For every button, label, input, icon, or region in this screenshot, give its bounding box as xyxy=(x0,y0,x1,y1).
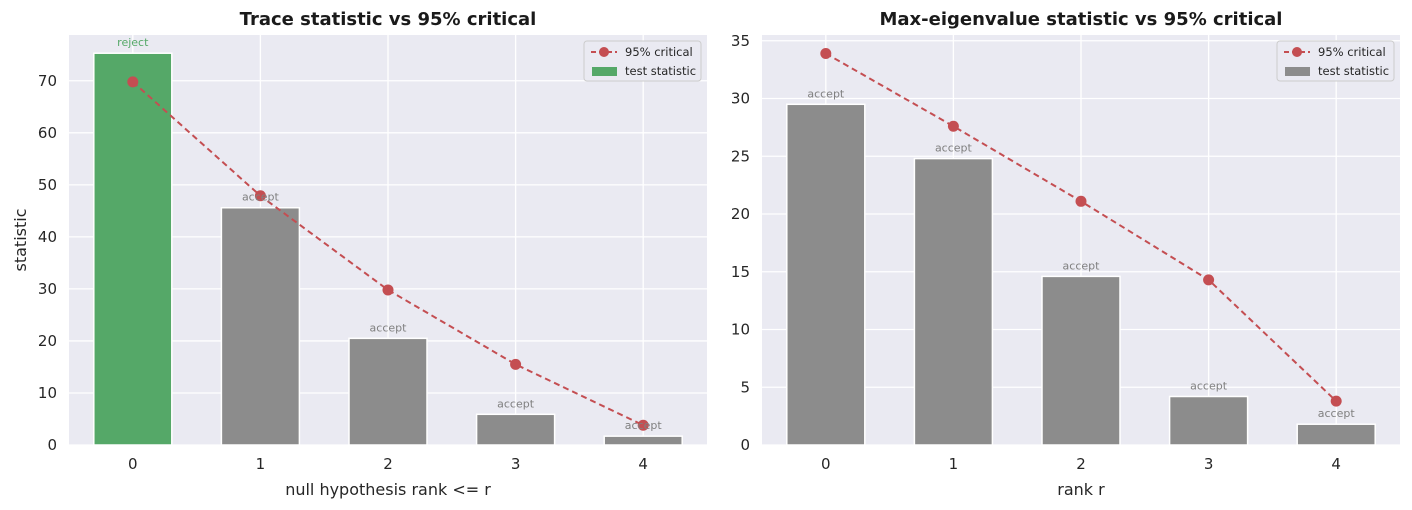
chart-title: Max-eigenvalue statistic vs 95% critical xyxy=(880,9,1283,30)
x-tick-label: 3 xyxy=(1204,455,1214,473)
y-tick-label: 0 xyxy=(740,436,750,454)
critical-point xyxy=(637,419,649,431)
bar-label: accept xyxy=(370,321,408,334)
y-tick-label: 20 xyxy=(731,205,750,223)
bar-label: accept xyxy=(1190,379,1228,392)
y-tick-label: 40 xyxy=(38,228,57,246)
trace-chart: 0 10 20 30 40 50 60 70 0 1 2 3 4 reject accept accept ac… xyxy=(11,9,707,499)
bar-label: accept xyxy=(1063,259,1101,272)
y-tick-label: 5 xyxy=(740,378,750,396)
critical-point xyxy=(820,47,832,59)
x-tick-label: 0 xyxy=(821,455,831,473)
critical-point xyxy=(1075,195,1087,207)
y-tick-label: 60 xyxy=(38,124,57,142)
legend-marker xyxy=(599,47,609,57)
x-axis-label: null hypothesis rank <= r xyxy=(285,480,491,499)
critical-point xyxy=(510,358,522,370)
bar-label: reject xyxy=(117,36,149,49)
critical-point xyxy=(254,190,266,202)
y-tick-label: 30 xyxy=(38,280,57,298)
legend-label: test statistic xyxy=(625,64,696,78)
legend-label: test statistic xyxy=(1318,64,1389,78)
critical-point xyxy=(127,76,139,88)
bar xyxy=(603,435,683,446)
bar xyxy=(913,157,994,446)
y-tick-label: 70 xyxy=(38,72,57,90)
x-tick-label: 0 xyxy=(128,455,138,473)
bar-label: accept xyxy=(242,191,280,204)
bar xyxy=(1041,275,1121,446)
x-tick-label: 1 xyxy=(256,455,266,473)
bar xyxy=(475,413,556,446)
critical-point xyxy=(947,120,959,132)
y-axis-label: statistic xyxy=(11,209,30,272)
x-axis-label: rank r xyxy=(1057,480,1105,499)
legend: 95% critical test statistic xyxy=(1276,40,1395,82)
bar-label: accept xyxy=(497,397,535,410)
bar xyxy=(1168,395,1249,446)
y-tick-label: 10 xyxy=(38,384,57,402)
x-tick-label: 1 xyxy=(949,455,959,473)
critical-point xyxy=(1203,274,1215,286)
y-tick-label: 30 xyxy=(731,90,750,108)
critical-point xyxy=(382,284,394,296)
legend-marker xyxy=(1292,47,1302,57)
y-tick-label: 50 xyxy=(38,176,57,194)
legend-label: 95% critical xyxy=(1318,45,1386,59)
critical-line xyxy=(132,81,644,427)
legend-bar-swatch xyxy=(592,67,617,76)
bar xyxy=(348,337,428,446)
x-tick-label: 2 xyxy=(1076,455,1086,473)
bar-label: accept xyxy=(625,419,663,432)
bar xyxy=(786,103,866,446)
chart-title: Trace statistic vs 95% critical xyxy=(240,9,537,30)
legend-label: 95% critical xyxy=(625,45,693,59)
y-tick-label: 0 xyxy=(47,436,57,454)
bar-label: accept xyxy=(1318,407,1356,420)
bar xyxy=(1296,423,1376,446)
y-tick-label: 35 xyxy=(731,32,750,50)
legend-bar-swatch xyxy=(1285,67,1310,76)
x-tick-label: 4 xyxy=(638,455,648,473)
y-tick-label: 20 xyxy=(38,332,57,350)
critical-point xyxy=(1330,395,1342,407)
x-tick-label: 2 xyxy=(383,455,393,473)
max-eigen-chart: 0 5 10 15 20 25 30 35 0 1 2 3 4 accept accept accept acc… xyxy=(731,9,1400,499)
x-tick-label: 3 xyxy=(511,455,521,473)
y-tick-label: 10 xyxy=(731,321,750,339)
y-tick-label: 15 xyxy=(731,263,750,281)
x-tick-label: 4 xyxy=(1331,455,1341,473)
y-tick-label: 25 xyxy=(731,147,750,165)
bar-label: accept xyxy=(935,142,973,155)
bar xyxy=(220,206,301,446)
bar-label: accept xyxy=(807,87,845,100)
legend: 95% critical test statistic xyxy=(583,40,702,82)
bar xyxy=(93,52,173,446)
